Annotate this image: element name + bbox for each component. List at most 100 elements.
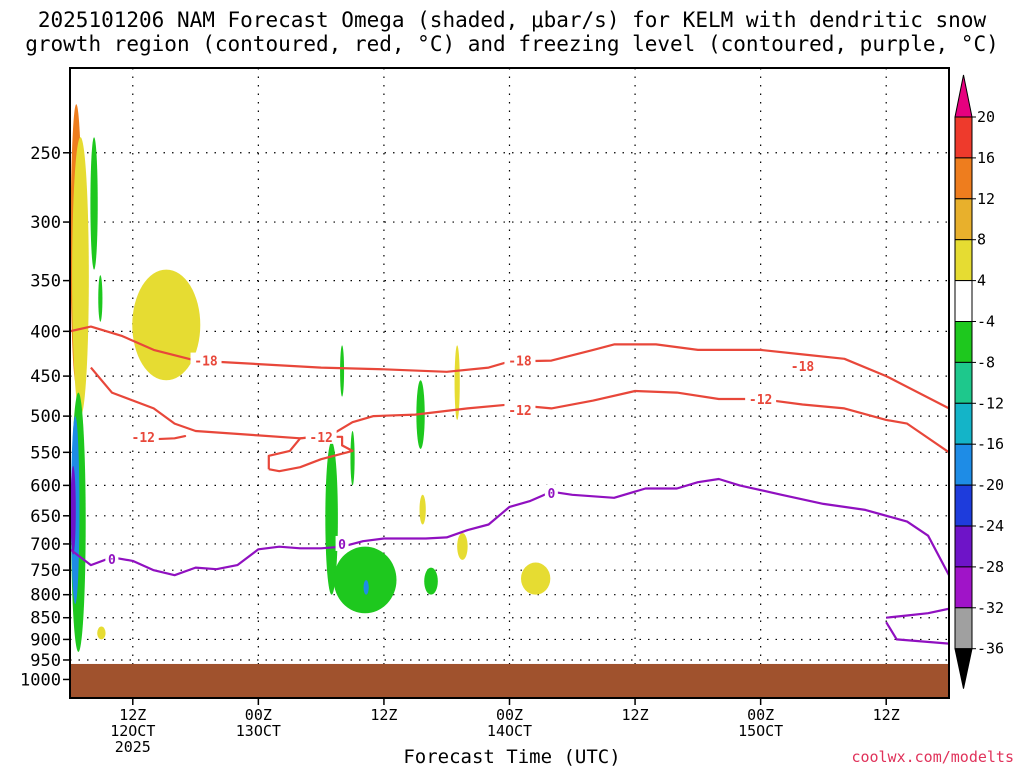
x-tick-label-3-2: 14OCT (487, 722, 532, 740)
x-tick-label-6-1: 12Z (873, 706, 900, 724)
isotherm-freezing-5 (886, 607, 949, 619)
y-tick-label-600: 600 (30, 476, 61, 496)
x-tick-label-5-2: 15OCT (738, 722, 783, 740)
y-tick-label-950: 950 (30, 651, 61, 671)
isotherm-label-2-0: -12 (132, 431, 155, 446)
isotherm-label-4-0: 0 (108, 553, 116, 568)
colorbar-label-5: -4 (977, 313, 995, 331)
y-tick-label-250: 250 (30, 144, 61, 164)
x-tick-label-1-2: 13OCT (236, 722, 281, 740)
omega-region-yellow-small-b (97, 626, 106, 640)
colorbar-top-arrow (954, 74, 973, 118)
isotherm-label-bg-0-1 (504, 352, 536, 368)
x-tick-label-1-1: 00Z (245, 706, 272, 724)
x-tick-label-0-2: 12OCT (110, 722, 155, 740)
isotherm-label-bg-1-1 (745, 391, 777, 407)
y-tick-label-1000: 1000 (20, 670, 61, 690)
colorbar-bin--28 (954, 525, 973, 568)
omega-region-green-tall-c (325, 441, 338, 595)
omega-region-yellow-streak-j (454, 345, 460, 420)
colorbar-bin--36 (954, 607, 973, 650)
colorbar-bin--8 (954, 321, 973, 363)
y-tick-label-750: 750 (30, 561, 61, 581)
isotherm-label-1-1: -12 (749, 393, 772, 408)
gridlines (70, 68, 949, 698)
y-tick-label-900: 900 (30, 630, 61, 650)
y-tick-label-800: 800 (30, 586, 61, 606)
ground-layer (70, 663, 949, 698)
isotherm-freezing-6 (885, 621, 949, 645)
omega-region-green-streak-f (340, 345, 345, 397)
colorbar-label-6: -8 (977, 353, 995, 371)
omega-region-yellow-blob-a (132, 269, 201, 381)
y-tick-label-650: 650 (30, 507, 61, 527)
x-tick-label-0-3: 2025 (115, 738, 151, 756)
isotherm-label-bg-2-0 (127, 428, 159, 444)
omega-region-green-streak-2 (98, 275, 103, 322)
colorbar-bin--4 (954, 280, 973, 323)
isotherm-label-bg-1-0 (504, 401, 536, 417)
colorbar-bin--32 (954, 566, 973, 609)
isotherm-contours: -18 -18 -18 -12 -12 -12 -12 0 0 0 (70, 325, 949, 645)
colorbar-label-10: -24 (977, 517, 1004, 535)
x-axis-label: Forecast Time (UTC) (403, 746, 621, 768)
y-tick-label-350: 350 (30, 272, 61, 292)
omega-region-green-band-d (333, 546, 397, 614)
omega-region-upward-left-yellow (72, 137, 89, 417)
y-tick-label-400: 400 (30, 322, 61, 342)
colorbar-bin-12 (954, 157, 973, 200)
y-tick-label-300: 300 (30, 213, 61, 233)
isotherm-label-0-2: -18 (791, 360, 815, 375)
isotherm-label-bg-4-2 (544, 484, 558, 500)
omega-shading (70, 104, 551, 652)
isotherm-label-3-0: -12 (309, 431, 332, 446)
y-tick-label-450: 450 (30, 367, 61, 387)
chart-title-line-2: growth region (contoured, red, °C) and f… (25, 32, 999, 56)
colorbar-label-13: -36 (977, 640, 1004, 658)
isotherm-label-bg-4-0 (105, 550, 119, 566)
y-tick-label-500: 500 (30, 407, 61, 427)
isotherm-freezing-4 (70, 477, 949, 577)
isotherm-label-bg-3-0 (305, 428, 337, 444)
colorbar-label-2: 12 (977, 190, 995, 208)
colorbar-label-3: 8 (977, 231, 986, 249)
isotherm-dendritic-3 (267, 435, 354, 473)
colorbar-bin-8 (954, 198, 973, 241)
isotherm-label-4-1: 0 (338, 538, 346, 553)
colorbar-label-1: 16 (977, 149, 995, 167)
y-tick-label-850: 850 (30, 609, 61, 629)
colorbar-bottom-arrow (954, 648, 973, 689)
x-tick-label-2-1: 12Z (370, 706, 397, 724)
omega-region-blue-dot-e (363, 580, 369, 595)
omega-region-yellow-small-k (419, 494, 426, 525)
colorbar-bin-16 (954, 116, 973, 159)
chart-title-line-1: 2025101206 NAM Forecast Omega (shaded, μ… (37, 8, 987, 32)
x-tick-label-3-1: 00Z (496, 706, 523, 724)
colorbar-label-7: -12 (977, 394, 1004, 412)
isotherm-label-0-1: -18 (508, 355, 532, 370)
isotherm-label-bg-0-2 (787, 357, 818, 373)
colorbar-bin-4 (954, 239, 973, 282)
colorbar-label-12: -32 (977, 599, 1004, 617)
isotherm-label-bg-0-0 (190, 352, 222, 368)
omega-region-downward-left-purple (70, 465, 76, 555)
colorbar-bin--12 (954, 361, 973, 404)
isotherm-label-0-0: -18 (194, 355, 218, 370)
omega-region-green-streak-1 (90, 137, 98, 270)
credit-link[interactable]: coolwx.com/modelts (851, 748, 1014, 766)
isotherm-label-1-0: -12 (508, 404, 531, 419)
colorbar-label-11: -28 (977, 558, 1004, 576)
colorbar-bin--20 (954, 443, 973, 486)
omega-region-green-blob-i (424, 567, 438, 595)
colorbar-label-8: -16 (977, 435, 1004, 453)
omega-region-yellow-blob-m (521, 562, 551, 595)
y-tick-label-550: 550 (30, 443, 61, 463)
omega-region-green-streak-g (350, 431, 355, 486)
ground-fill (70, 663, 949, 698)
y-axis: 2503003504004505005506006507007508008509… (20, 144, 70, 690)
colorbar-bin--16 (954, 402, 973, 445)
y-tick-label-700: 700 (30, 535, 61, 555)
colorbar-bin--24 (954, 484, 973, 527)
